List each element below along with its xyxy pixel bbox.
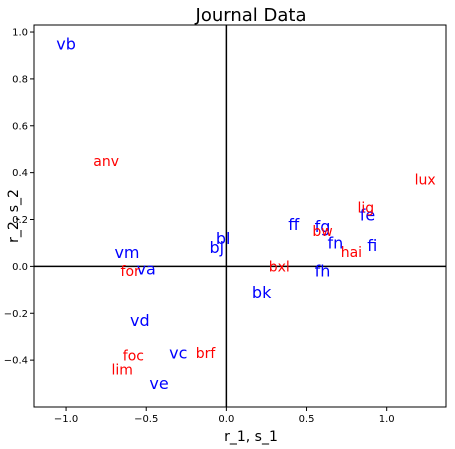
point-label-vb: vb — [56, 34, 76, 53]
chart-title: Journal Data — [195, 5, 307, 26]
x-axis-label: r_1, s_1 — [224, 429, 278, 445]
point-label-lig: lig — [358, 201, 375, 217]
point-label-bj: bj — [209, 238, 224, 257]
point-label-hai: hai — [341, 245, 362, 261]
point-label-bxl: bxl — [269, 259, 290, 275]
point-label-for: for — [121, 264, 140, 280]
point-label-anv: anv — [93, 154, 119, 170]
point-label-vm: vm — [114, 243, 139, 262]
y-tick-label: −0.2 — [4, 309, 28, 320]
y-tick-label: −0.4 — [4, 356, 28, 367]
plot-frame — [33, 24, 447, 408]
plot-area: −1.0 −0.5 0.0 0.5 1.0 −0.4 −0.2 0.0 0.2 0.4 0.6 0.8… — [4, 24, 447, 425]
point-label-bw: bw — [312, 224, 332, 240]
point-label-lim: lim — [111, 362, 132, 378]
x-tick-label: 0.5 — [299, 414, 315, 425]
point-label-vd: vd — [130, 311, 150, 330]
point-label-lux: lux — [415, 173, 436, 189]
point-label-vc: vc — [169, 344, 187, 363]
y-tick-label: 0.6 — [12, 121, 28, 132]
y-tick-label: 1.0 — [12, 28, 28, 39]
point-label-foc: foc — [123, 348, 144, 364]
point-label-brf: brf — [196, 346, 217, 362]
point-label-fe: fe — [360, 205, 375, 224]
x-tick-label: −1.0 — [54, 414, 78, 425]
y-axis-label: r_2, s_2 — [6, 189, 22, 243]
y-tick-label: 0.4 — [12, 168, 28, 179]
x-tick-label: −0.5 — [134, 414, 158, 425]
x-tick-label: 1.0 — [379, 414, 395, 425]
point-label-va: va — [137, 259, 156, 278]
y-tick-label: 0.8 — [12, 74, 28, 85]
point-label-ff: ff — [288, 215, 300, 234]
y-tick-label: 0.2 — [12, 215, 28, 226]
y-tick-label: 0.0 — [12, 262, 28, 273]
point-label-fh: fh — [315, 262, 331, 281]
point-label-fi: fi — [367, 236, 377, 255]
point-label-fg: fg — [315, 217, 331, 236]
point-label-fn: fn — [327, 234, 343, 253]
point-label-ve: ve — [149, 374, 168, 393]
x-tick-label: 0.0 — [218, 414, 234, 425]
point-label-bl: bl — [216, 229, 231, 248]
point-label-bk: bk — [252, 283, 272, 302]
